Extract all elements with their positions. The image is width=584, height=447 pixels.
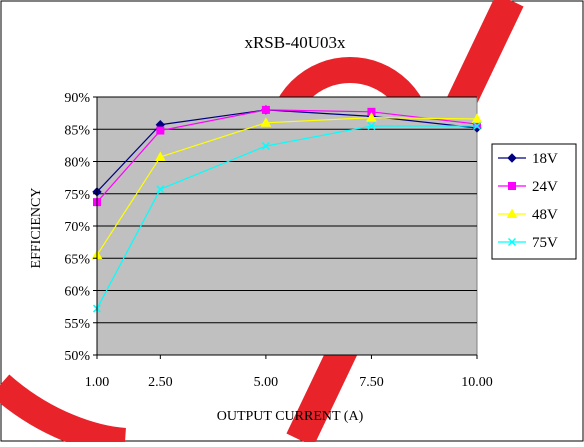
data-point xyxy=(156,126,165,135)
data-point xyxy=(366,112,377,122)
x-axis-label: OUTPUT CURRENT (A) xyxy=(217,409,364,424)
y-axis-label: EFFICIENCY xyxy=(29,188,44,269)
legend-marker xyxy=(507,153,517,163)
legend-marker xyxy=(508,182,516,190)
y-tick-label: 65% xyxy=(64,252,90,267)
x-tick-label: 1.00 xyxy=(85,375,110,390)
y-tick-label: 70% xyxy=(64,220,90,235)
legend-item: 24V xyxy=(498,179,558,195)
data-point xyxy=(261,141,270,151)
data-point xyxy=(472,121,482,131)
data-point xyxy=(260,117,272,127)
data-point xyxy=(156,185,165,194)
y-tick-label: 50% xyxy=(64,349,90,364)
y-tick-label: 60% xyxy=(64,285,90,300)
data-point xyxy=(261,105,270,114)
series-75V xyxy=(92,121,482,313)
x-tick-label: 2.50 xyxy=(148,375,173,390)
chart-title: xRSB-40U03x xyxy=(244,33,346,52)
data-point xyxy=(471,113,483,123)
legend-label: 48V xyxy=(532,207,558,223)
legend-box xyxy=(491,143,577,260)
x-tick-label: 10.00 xyxy=(461,375,493,390)
y-tick-label: 75% xyxy=(64,188,90,203)
legend-label: 18V xyxy=(532,151,558,167)
x-tick-label: 7.50 xyxy=(359,375,384,390)
x-tick-label: 5.00 xyxy=(254,375,279,390)
legend-marker xyxy=(506,208,518,218)
y-tick-label: 55% xyxy=(64,317,90,332)
y-tick-label: 85% xyxy=(64,123,90,138)
legend: 18V 24V 48V 75V xyxy=(491,143,577,260)
legend-item: 75V xyxy=(498,235,558,251)
data-point xyxy=(154,151,166,161)
y-tick-label: 90% xyxy=(64,91,90,106)
legend-marker xyxy=(507,237,517,247)
legend-label: 75V xyxy=(532,235,558,251)
data-point xyxy=(367,121,376,131)
legend-item: 18V xyxy=(498,151,558,167)
legend-label: 24V xyxy=(532,179,558,195)
legend-item: 48V xyxy=(498,207,558,223)
y-tick-label: 80% xyxy=(64,156,90,171)
